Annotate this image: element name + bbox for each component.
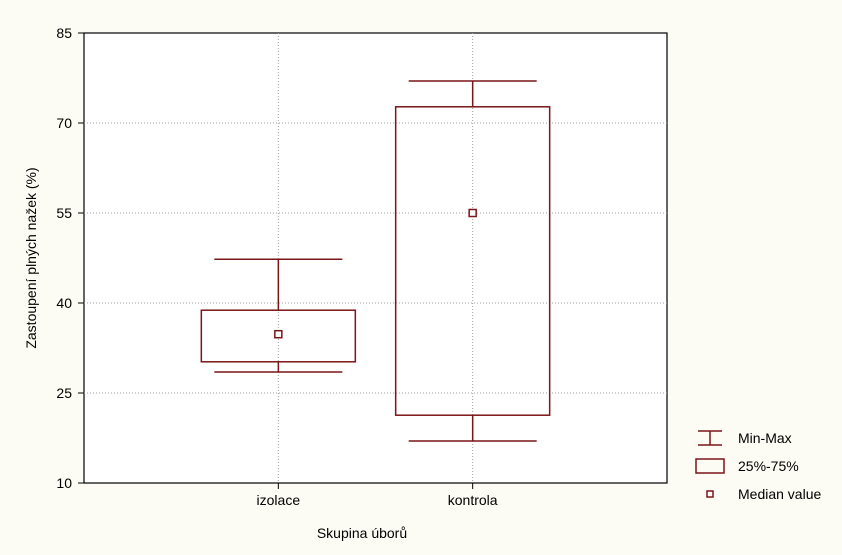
x-axis-label: Skupina úborů [317, 525, 407, 541]
median-marker [468, 208, 477, 218]
iqr-box [200, 309, 357, 363]
grid-lines [84, 33, 667, 483]
y-tick-label: 55 [56, 205, 72, 221]
y-tick-label: 70 [56, 115, 72, 131]
plot-area [83, 32, 668, 484]
legend-item-box: 25%-75% [695, 458, 799, 474]
box-izolace [200, 258, 357, 373]
iqr-box [394, 106, 551, 416]
y-tick-label: 40 [56, 295, 72, 311]
y-tick-label: 85 [56, 25, 72, 41]
legend-item-median: Median value [706, 486, 821, 502]
box-series [200, 80, 551, 442]
x-tick-label: izolace [257, 492, 301, 508]
legend: Min-Max 25%-75% Median value [695, 430, 821, 502]
legend-label: Median value [738, 486, 821, 502]
legend-label: Min-Max [738, 430, 792, 446]
legend-label: 25%-75% [738, 458, 799, 474]
y-axis-ticks: 10 25 40 55 70 85 [56, 25, 84, 491]
x-tick-label: kontrola [448, 492, 498, 508]
legend-box-icon [695, 458, 725, 474]
median-marker [274, 329, 283, 339]
y-axis-label: Zastoupení plných nažek (%) [23, 167, 39, 348]
box-kontrola [394, 80, 551, 442]
y-tick-label: 10 [56, 475, 72, 491]
legend-median-icon [706, 490, 714, 498]
y-tick-label: 25 [56, 385, 72, 401]
x-axis-ticks: izolace kontrola [257, 483, 498, 508]
legend-item-whisker: Min-Max [698, 430, 792, 446]
